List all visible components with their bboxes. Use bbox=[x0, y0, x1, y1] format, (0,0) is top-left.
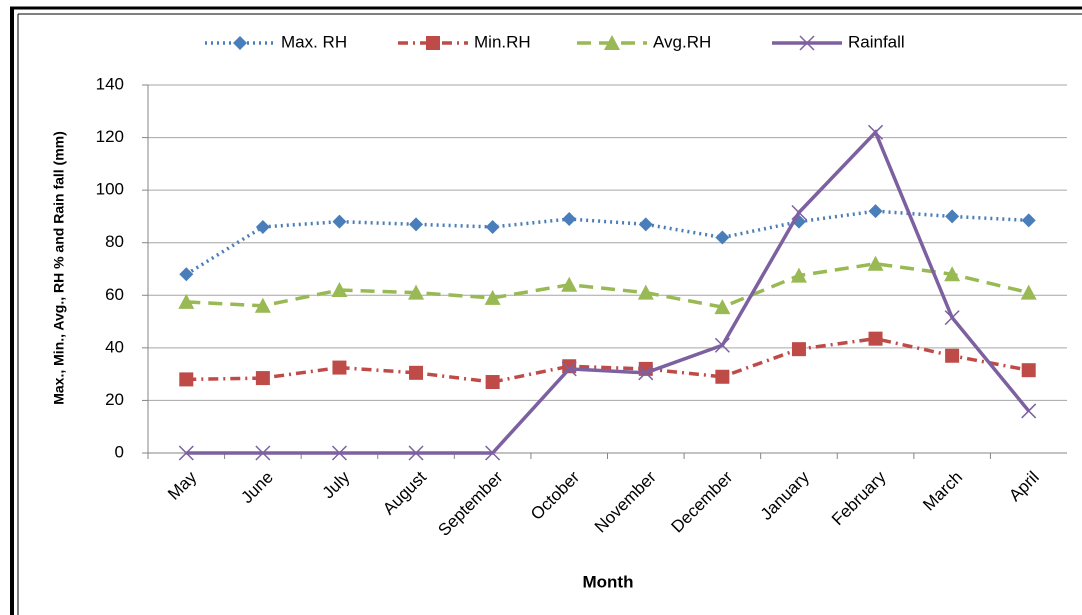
data-point bbox=[1021, 363, 1036, 378]
data-point bbox=[714, 337, 730, 353]
legend-label: Avg.RH bbox=[653, 32, 711, 51]
data-point bbox=[179, 372, 194, 387]
data-point bbox=[254, 297, 271, 313]
legend-label: Max. RH bbox=[281, 32, 347, 51]
y-tick-label: 100 bbox=[96, 180, 124, 199]
data-point bbox=[484, 289, 501, 305]
y-tick-label: 80 bbox=[105, 232, 124, 251]
y-tick-label: 0 bbox=[115, 442, 124, 461]
data-point bbox=[868, 331, 883, 346]
legend-marker bbox=[233, 36, 247, 50]
data-point bbox=[561, 361, 577, 377]
legend-label: Rainfall bbox=[848, 32, 905, 51]
data-point bbox=[408, 445, 424, 461]
legend-marker bbox=[799, 35, 815, 51]
data-point bbox=[485, 375, 500, 390]
data-point bbox=[945, 348, 960, 363]
data-point bbox=[715, 369, 730, 384]
data-point bbox=[637, 284, 654, 300]
series-line bbox=[186, 336, 1030, 384]
data-point bbox=[179, 267, 194, 282]
series-line bbox=[186, 129, 1031, 455]
legend-label: Min.RH bbox=[474, 32, 531, 51]
data-point bbox=[944, 266, 961, 282]
data-point bbox=[867, 255, 884, 271]
data-point bbox=[255, 219, 270, 234]
data-point bbox=[791, 342, 806, 357]
y-tick-label: 140 bbox=[96, 74, 124, 93]
y-tick-label: 60 bbox=[105, 285, 124, 304]
data-point bbox=[562, 212, 577, 227]
data-point bbox=[178, 293, 195, 309]
data-point bbox=[1020, 284, 1037, 300]
data-point bbox=[331, 445, 347, 461]
y-tick-label: 20 bbox=[105, 390, 124, 409]
data-point bbox=[868, 124, 884, 140]
legend-marker bbox=[426, 36, 440, 50]
data-point bbox=[485, 445, 501, 461]
y-tick-label: 40 bbox=[105, 337, 124, 356]
data-point bbox=[332, 214, 347, 229]
data-point bbox=[1021, 213, 1036, 228]
data-point bbox=[485, 219, 500, 234]
data-point bbox=[715, 230, 730, 245]
data-point bbox=[178, 445, 194, 461]
legend-marker bbox=[604, 35, 620, 50]
data-point bbox=[638, 217, 653, 232]
data-point bbox=[561, 276, 578, 292]
data-point bbox=[408, 284, 425, 300]
x-axis-title: Month bbox=[583, 572, 634, 591]
data-point bbox=[868, 204, 883, 219]
data-point bbox=[944, 310, 960, 326]
data-point bbox=[945, 209, 960, 224]
data-point bbox=[409, 217, 424, 232]
y-axis-title: Max., Min., Avg., RH % and Rain fall (mm… bbox=[51, 131, 67, 405]
data-point bbox=[331, 282, 348, 298]
data-point bbox=[638, 365, 654, 381]
data-point bbox=[255, 371, 270, 386]
data-point bbox=[714, 299, 731, 315]
data-point bbox=[790, 267, 807, 283]
data-point bbox=[332, 360, 347, 375]
data-point bbox=[791, 204, 807, 221]
data-point bbox=[409, 365, 424, 380]
data-point bbox=[255, 445, 271, 461]
data-point bbox=[1021, 403, 1037, 419]
y-tick-label: 120 bbox=[96, 127, 124, 146]
series-line bbox=[186, 261, 1030, 309]
